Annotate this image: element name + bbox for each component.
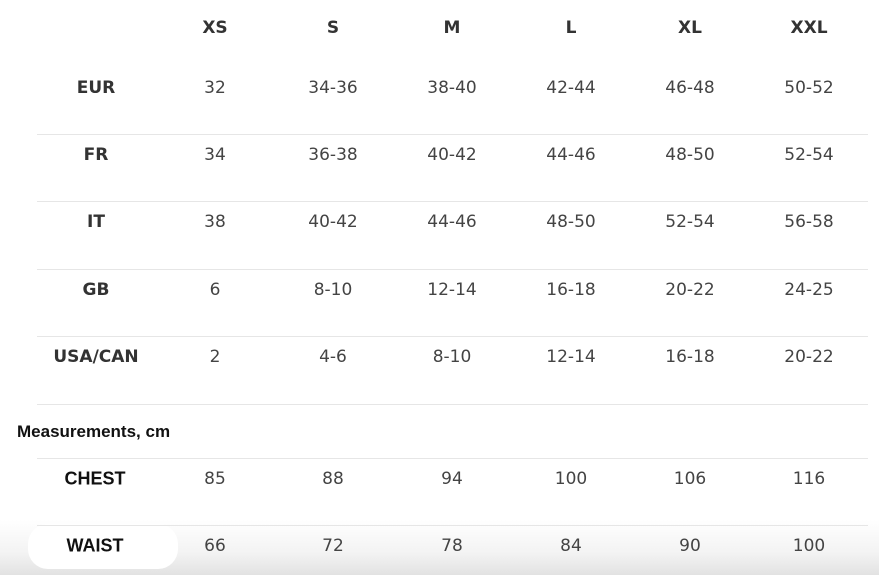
size-header-xl: XL [678, 18, 702, 38]
table-cell: 116 [792, 469, 826, 489]
row-label: IT [87, 212, 105, 232]
measurement-label: CHEST [64, 468, 126, 489]
row-divider [37, 269, 868, 270]
table-cell: 12-14 [546, 347, 596, 367]
table-cell: 52-54 [665, 212, 715, 232]
table-cell: 12-14 [427, 280, 477, 300]
table-cell: 44-46 [427, 212, 477, 232]
table-cell: 40-42 [427, 145, 477, 165]
size-header-s: S [326, 18, 340, 38]
table-cell: 100 [554, 469, 588, 489]
table-cell: 34-36 [308, 78, 358, 98]
row-divider [37, 404, 868, 405]
table-cell: 50-52 [784, 78, 834, 98]
table-cell: 88 [322, 469, 344, 489]
size-header-xs: XS [202, 18, 228, 38]
table-cell: 38-40 [427, 78, 477, 98]
table-cell: 48-50 [665, 145, 715, 165]
table-cell: 56-58 [784, 212, 834, 232]
table-cell: 6 [209, 280, 221, 300]
row-divider [37, 134, 868, 135]
row-label: FR [83, 145, 109, 165]
table-cell: 100 [792, 536, 826, 556]
table-cell: 40-42 [308, 212, 358, 232]
table-cell: 32 [204, 78, 226, 98]
row-label: EUR [76, 78, 116, 98]
size-header-l: L [565, 18, 577, 38]
label-highlight [28, 524, 178, 569]
measurement-label: WAIST [66, 535, 124, 556]
table-cell: 34 [204, 145, 226, 165]
table-cell: 72 [322, 536, 344, 556]
row-divider [37, 201, 868, 202]
table-cell: 8-10 [313, 280, 353, 300]
table-cell: 42-44 [546, 78, 596, 98]
row-label: USA/CAN [53, 347, 139, 367]
table-cell: 48-50 [546, 212, 596, 232]
table-cell: 52-54 [784, 145, 834, 165]
table-cell: 20-22 [665, 280, 715, 300]
row-divider [37, 336, 868, 337]
row-divider [37, 458, 868, 459]
table-cell: 38 [204, 212, 226, 232]
size-header-m: M [443, 18, 461, 38]
table-cell: 24-25 [784, 280, 834, 300]
measurements-title: Measurements, cm [17, 422, 171, 441]
table-cell: 85 [204, 469, 226, 489]
table-cell: 16-18 [546, 280, 596, 300]
table-cell: 84 [560, 536, 582, 556]
row-divider [37, 525, 868, 526]
table-cell: 78 [441, 536, 463, 556]
size-header-xxl: XXL [790, 18, 828, 38]
table-cell: 16-18 [665, 347, 715, 367]
table-cell: 44-46 [546, 145, 596, 165]
table-cell: 66 [204, 536, 226, 556]
table-cell: 8-10 [432, 347, 472, 367]
table-cell: 94 [441, 469, 463, 489]
table-cell: 20-22 [784, 347, 834, 367]
table-cell: 46-48 [665, 78, 715, 98]
row-label: GB [82, 280, 110, 300]
table-cell: 106 [673, 469, 707, 489]
table-cell: 2 [209, 347, 221, 367]
table-cell: 90 [679, 536, 701, 556]
table-cell: 36-38 [308, 145, 358, 165]
table-cell: 4-6 [319, 347, 347, 367]
